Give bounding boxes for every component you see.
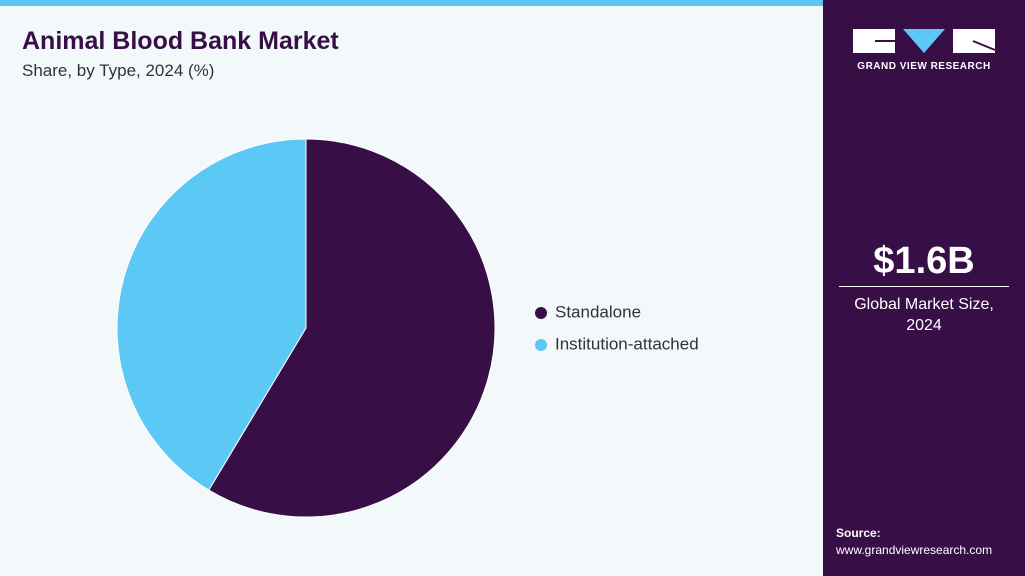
top-bar	[0, 0, 823, 6]
market-size: $1.6B	[873, 240, 975, 282]
chart-title: Animal Blood Bank Market	[22, 27, 339, 55]
legend-label: Standalone	[555, 302, 641, 321]
legend-label: Institution-attached	[555, 334, 699, 353]
pie-slice	[116, 138, 307, 491]
source-url: www.grandviewresearch.com	[836, 543, 993, 557]
pie-slice	[208, 138, 496, 518]
brand: GRAND VIEW RESEARCH	[857, 61, 991, 72]
logo	[853, 29, 996, 53]
market-label: Global Market Size, 2024	[854, 296, 994, 334]
legend-marker	[535, 307, 547, 319]
chart: Standalone Institution-attached	[116, 138, 699, 518]
chart-subtitle: Share, by Type, 2024 (%)	[22, 61, 215, 80]
sidebar: GRAND VIEW RESEARCH $1.6B Global Market …	[823, 0, 1025, 576]
legend-marker	[535, 339, 547, 351]
divider	[839, 286, 1009, 287]
source-label: Source:	[836, 526, 881, 540]
